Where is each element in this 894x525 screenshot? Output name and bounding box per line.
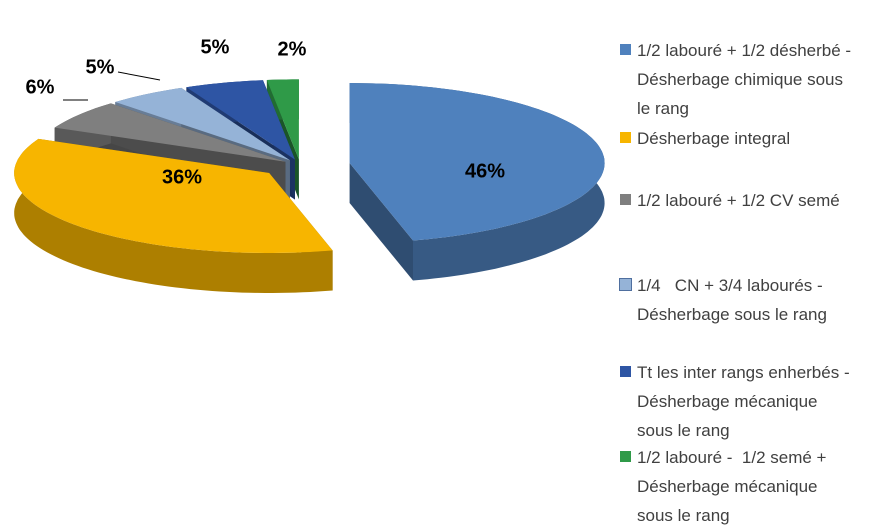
legend-item: 1/4 CN + 3/4 labourés - Désherbage sous … xyxy=(619,271,870,329)
slice-top xyxy=(14,138,333,253)
slice-radial-wall xyxy=(349,163,413,281)
legend-label: 1/2 labouré + 1/2 CV semé xyxy=(637,191,840,210)
value-label: 5% xyxy=(201,36,230,58)
value-label: 36% xyxy=(162,166,202,188)
slice-top xyxy=(54,103,286,162)
legend-swatch xyxy=(619,278,632,291)
slice-top xyxy=(186,80,295,160)
legend-label: Désherbage integral xyxy=(637,129,791,148)
value-label: 46% xyxy=(465,160,505,182)
value-label: 5% xyxy=(86,56,115,78)
slice-top xyxy=(266,79,299,160)
legend-swatch xyxy=(620,44,631,55)
slice xyxy=(14,138,333,293)
legend-item: 1/2 labouré - 1/2 semé + Désherbage méca… xyxy=(620,443,870,525)
slice-top xyxy=(349,83,605,241)
slice xyxy=(349,83,605,281)
legend-label: Tt les inter rangs enherbés - Désherbage… xyxy=(637,363,855,440)
legend-swatch xyxy=(620,132,631,143)
legend-swatch xyxy=(620,194,631,205)
legend-label: 1/2 labouré - 1/2 semé + Désherbage méca… xyxy=(637,448,832,525)
legend-item: 1/2 labouré + 1/2 désherbé - Désherbage … xyxy=(620,36,870,123)
slice-top xyxy=(115,87,290,161)
legend-swatch xyxy=(620,366,631,377)
legend-item: Désherbage integral xyxy=(620,124,870,153)
legend-label: 1/2 labouré + 1/2 désherbé - Désherbage … xyxy=(637,41,856,118)
slice-outer-wall xyxy=(14,138,333,293)
legend-item: Tt les inter rangs enherbés - Désherbage… xyxy=(620,358,870,445)
legend-swatch xyxy=(620,451,631,462)
value-label: 2% xyxy=(278,38,307,60)
legend-item: 1/2 labouré + 1/2 CV semé xyxy=(620,186,870,215)
leader-line xyxy=(117,71,161,81)
legend-label: 1/4 CN + 3/4 labourés - Désherbage sous … xyxy=(637,276,828,324)
value-label: 6% xyxy=(26,76,55,98)
